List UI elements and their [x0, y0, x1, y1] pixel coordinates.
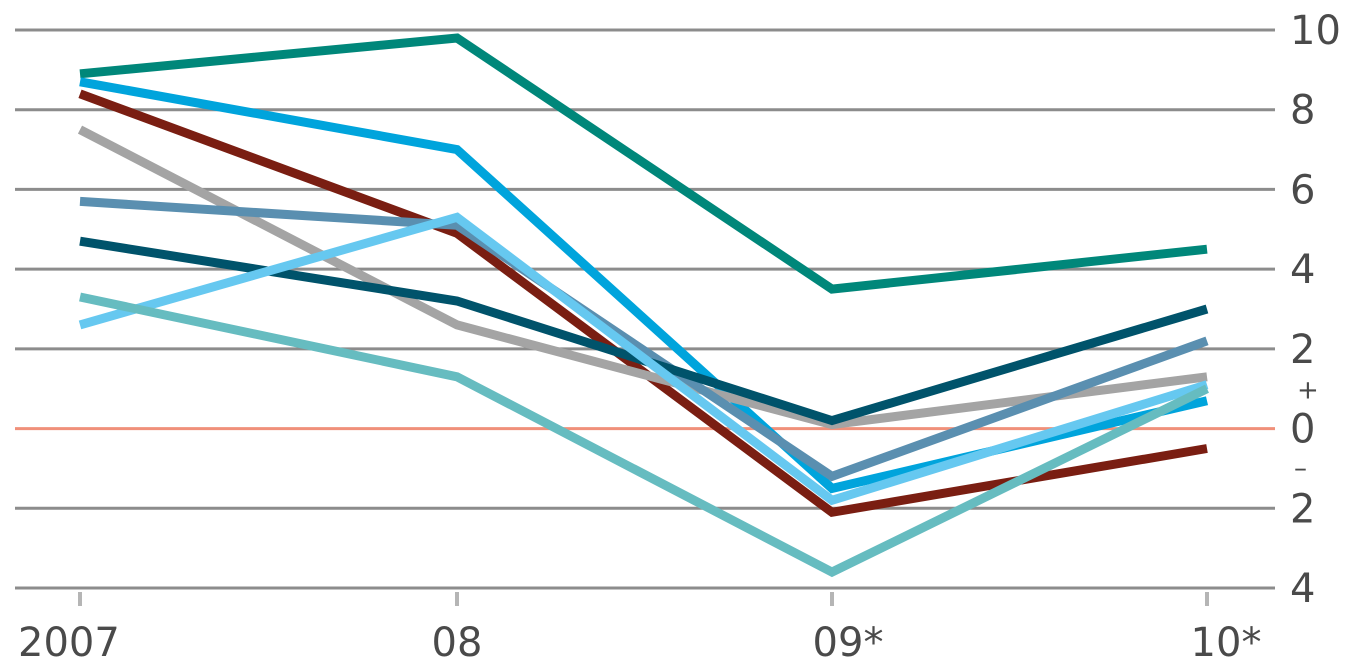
y-axis-labels: 10 8 6 4 2 0 2 4 + –: [1290, 8, 1341, 612]
gridlines: [15, 28, 1275, 590]
x-axis-ticks: [78, 592, 1209, 606]
series-line-3: [78, 89, 1208, 518]
x-tick-label: 10*: [1191, 620, 1262, 663]
series-line-1: [79, 33, 1208, 294]
x-tick-label: 2007: [18, 620, 120, 663]
y-sign-plus: +: [1297, 376, 1319, 406]
x-tick-label: 09*: [813, 620, 884, 663]
series-line-4: [77, 125, 1208, 430]
series-lines: [77, 33, 1209, 578]
y-tick-label: 6: [1290, 167, 1315, 213]
y-tick-label: 10: [1290, 8, 1341, 54]
x-axis-labels: 2007 08 09* 10*: [18, 620, 1261, 663]
y-tick-label: 8: [1290, 88, 1315, 134]
x-tick-label: 08: [432, 620, 483, 663]
series-line-5: [79, 196, 1209, 482]
y-tick-label: 0: [1290, 407, 1315, 453]
y-tick-label: 4: [1290, 247, 1315, 293]
y-tick-label: 4: [1290, 566, 1315, 612]
y-tick-label: 2: [1290, 486, 1315, 532]
series-line-8: [79, 292, 1209, 578]
series-line-7: [78, 212, 1209, 506]
y-sign-minus: –: [1294, 454, 1307, 484]
y-tick-label: 2: [1290, 327, 1315, 373]
